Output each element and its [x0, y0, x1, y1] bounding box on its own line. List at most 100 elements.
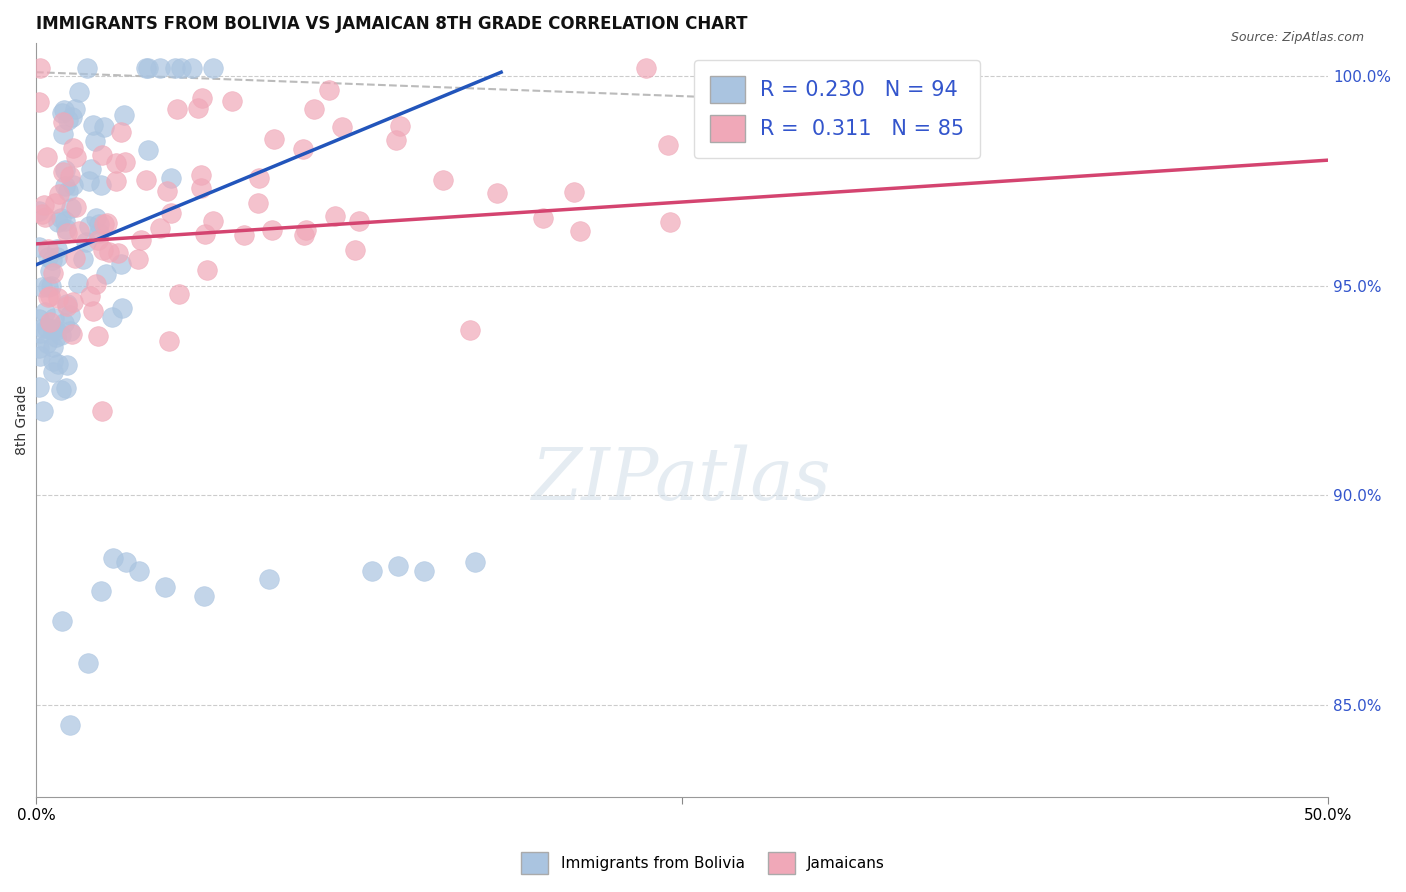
- Point: [27, 380, 49, 394]
- Point: [62, 294, 84, 309]
- Point: [45, 323, 67, 337]
- Point: [87, 217, 110, 231]
- Point: [114, 155, 136, 169]
- Point: [30, 326, 52, 340]
- Point: [31, 404, 53, 418]
- Point: [202, 61, 225, 75]
- Point: [153, 580, 176, 594]
- Point: [76, 61, 98, 75]
- Point: [59, 201, 82, 215]
- Point: [53, 214, 76, 228]
- Point: [55, 381, 77, 395]
- Point: [166, 103, 188, 117]
- Point: [221, 94, 243, 108]
- Point: [157, 334, 180, 348]
- Point: [58, 718, 80, 732]
- Point: [44, 196, 66, 211]
- Point: [72, 252, 94, 266]
- Text: ZIPatlas: ZIPatlas: [533, 445, 832, 516]
- Point: [28, 349, 51, 363]
- Point: [59, 169, 82, 184]
- Point: [90, 404, 112, 418]
- Point: [302, 103, 325, 117]
- Point: [56, 358, 79, 372]
- Point: [37, 250, 59, 264]
- Point: [135, 61, 157, 75]
- Point: [52, 127, 75, 141]
- Point: [464, 555, 486, 569]
- Point: [53, 103, 76, 118]
- Point: [262, 222, 284, 236]
- Point: [97, 244, 120, 259]
- Point: [112, 108, 135, 122]
- Point: [167, 287, 190, 301]
- Point: [39, 289, 62, 303]
- Point: [65, 251, 87, 265]
- Point: [46, 215, 69, 229]
- Point: [486, 186, 509, 201]
- Point: [149, 61, 172, 75]
- Point: [257, 572, 280, 586]
- Point: [104, 156, 127, 170]
- Point: [62, 178, 84, 192]
- Point: [115, 555, 138, 569]
- Point: [28, 240, 51, 254]
- Point: [634, 61, 657, 75]
- Point: [103, 551, 125, 566]
- Point: [58, 112, 80, 127]
- Point: [388, 119, 411, 133]
- Point: [387, 559, 409, 574]
- Point: [128, 564, 150, 578]
- Point: [66, 277, 89, 291]
- Point: [149, 221, 172, 235]
- Point: [82, 118, 104, 132]
- Point: [84, 211, 107, 225]
- Point: [28, 341, 51, 355]
- Point: [55, 222, 77, 236]
- Point: [562, 185, 585, 199]
- Point: [194, 227, 217, 241]
- Point: [344, 243, 367, 257]
- Point: [432, 173, 454, 187]
- Point: [246, 196, 269, 211]
- Point: [170, 61, 193, 75]
- Point: [53, 178, 76, 193]
- Point: [90, 584, 112, 599]
- Legend: R = 0.230   N = 94, R =  0.311   N = 85: R = 0.230 N = 94, R = 0.311 N = 85: [695, 60, 980, 158]
- Point: [657, 138, 679, 153]
- Point: [91, 243, 114, 257]
- Point: [51, 106, 73, 120]
- Point: [330, 120, 353, 135]
- Point: [80, 161, 103, 176]
- Point: [37, 280, 59, 294]
- Point: [658, 215, 681, 229]
- Point: [295, 223, 318, 237]
- Point: [52, 165, 75, 179]
- Point: [569, 224, 592, 238]
- Point: [201, 214, 224, 228]
- Point: [55, 299, 77, 313]
- Point: [39, 264, 62, 278]
- Point: [75, 235, 97, 250]
- Point: [55, 226, 77, 240]
- Point: [111, 301, 134, 316]
- Point: [87, 233, 110, 247]
- Y-axis label: 8th Grade: 8th Grade: [15, 384, 30, 455]
- Point: [65, 200, 87, 214]
- Point: [44, 330, 66, 344]
- Point: [193, 589, 215, 603]
- Point: [84, 277, 107, 292]
- Point: [247, 171, 270, 186]
- Point: [159, 206, 181, 220]
- Point: [41, 365, 63, 379]
- Point: [34, 305, 56, 319]
- Point: [42, 321, 65, 335]
- Point: [110, 125, 132, 139]
- Point: [90, 148, 112, 162]
- Point: [87, 226, 110, 240]
- Point: [93, 120, 115, 134]
- Point: [65, 103, 87, 117]
- Text: Source: ZipAtlas.com: Source: ZipAtlas.com: [1230, 31, 1364, 45]
- Point: [52, 316, 75, 330]
- Point: [42, 353, 65, 368]
